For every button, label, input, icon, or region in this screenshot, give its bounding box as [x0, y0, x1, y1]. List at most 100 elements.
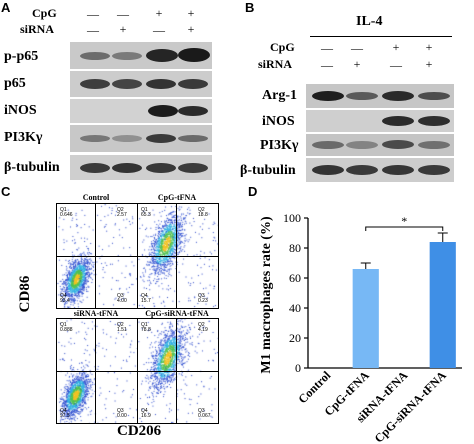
y-tick-label: 40 [289, 301, 301, 315]
facs3-q4: Q4 [141, 408, 148, 414]
b-cpg-lane2: — [351, 41, 363, 55]
facs1-q1-value: 65.3 [141, 212, 151, 218]
facs0-q2: Q2 [117, 207, 124, 213]
a-cpg-lane4: + [187, 6, 195, 20]
facs-title-control: Control [82, 193, 110, 202]
a-blot-tubulin [70, 155, 212, 180]
panel-a-sirna-label: siRNA [20, 22, 55, 36]
facs1-q3: Q3 [198, 293, 205, 299]
a-blot-label-tubulin: β-tubulin [4, 160, 60, 175]
facs2-q2-value: 1.51 [117, 327, 127, 333]
facs2-q4-value: 97.5 [60, 413, 70, 419]
facs3-q2: Q2 [198, 322, 205, 328]
b-cpg-lane1: — [321, 41, 333, 55]
facs-title-cpg: CpG-tFNA [157, 193, 197, 202]
a-blot-inos [70, 99, 212, 123]
bar-1 [352, 269, 379, 368]
b-cpg-lane3: + [392, 40, 400, 54]
facs0-q3: Q3 [117, 293, 124, 299]
a-blot-label-inos: iNOS [4, 103, 37, 118]
y-tick-label: 100 [283, 211, 301, 225]
a-blot-label-pp65: p-p65 [4, 49, 39, 64]
panel-b-title: IL-4 [356, 14, 383, 29]
significance-star: * [401, 214, 407, 228]
facs1-q4: Q4 [141, 293, 148, 299]
y-tick-label: 80 [289, 241, 301, 255]
panel-a-label: A [1, 0, 11, 15]
a-blot-pi3k [70, 125, 212, 152]
panel-b-sirna-label: siRNA [258, 57, 293, 71]
facs1-q1: Q1 [141, 207, 148, 213]
facs2-q2: Q2 [117, 322, 124, 328]
facs-plot-control: Q1 0.646 Q2 2.57 Q4 93.4 Q3 4.00 [56, 203, 138, 309]
facs1-q2-value: 18.8 [198, 212, 208, 218]
a-cpg-lane2: — [117, 7, 129, 21]
facs0-q4: Q4 [60, 293, 67, 299]
b-blot-label-pi3k: PI3Kγ [260, 138, 299, 153]
b-cpg-lane4: + [425, 40, 433, 54]
facs-plot-cpg-sirna: Q1 78.8 Q2 4.19 Q4 16.9 Q3 0.067 [137, 318, 219, 424]
facs3-q1-value: 78.8 [141, 327, 151, 333]
facs2-q4: Q4 [60, 408, 67, 414]
b-blot-pi3k [306, 134, 454, 156]
facs0-q1-value: 0.646 [60, 212, 73, 218]
facs0-q3-value: 4.00 [117, 298, 127, 304]
facs0-q1: Q1 [60, 207, 67, 213]
y-tick-label: 20 [289, 331, 301, 345]
b-sirna-lane4: + [425, 57, 433, 71]
facs-title-cpg-sirna: CpG-siRNA-tFNA [145, 309, 209, 318]
a-blot-p65 [70, 71, 212, 97]
b-sirna-lane1: — [321, 58, 333, 72]
x-tick-label: Control [295, 368, 333, 406]
panel-b-title-line [310, 36, 452, 37]
panel-b-label: B [245, 0, 255, 15]
a-sirna-lane2: + [119, 22, 127, 36]
b-blot-arg1 [306, 84, 454, 108]
a-sirna-lane4: + [187, 22, 195, 36]
facs3-q3-value: 0.067 [198, 413, 211, 419]
facs1-q4-value: 15.7 [141, 298, 151, 304]
bar-3 [429, 242, 456, 368]
y-axis-label: M1 macrophages rate (%) [259, 216, 274, 374]
a-blot-label-pi3k: PI3Kγ [4, 130, 43, 145]
y-tick-label: 0 [295, 361, 301, 375]
b-sirna-lane2: + [353, 57, 361, 71]
panel-b-cpg-label: CpG [270, 40, 295, 54]
panel-a-cpg-label: CpG [32, 6, 57, 20]
a-sirna-lane3: — [153, 23, 165, 37]
y-tick-label: 60 [289, 271, 301, 285]
facs-plot-cpg: Q1 65.3 Q2 18.8 Q4 15.7 Q3 0.23 [137, 203, 219, 309]
a-sirna-lane1: — [87, 23, 99, 37]
a-blot-pp65 [70, 42, 212, 69]
facs0-q2-value: 2.57 [117, 212, 127, 218]
facs3-q3: Q3 [198, 408, 205, 414]
facs-y-axis-label: CD86 [17, 275, 33, 313]
b-blot-inos [306, 110, 454, 132]
facs3-q4-value: 16.9 [141, 413, 151, 419]
facs2-q1: Q1 [60, 322, 67, 328]
b-blot-label-tubulin: β-tubulin [240, 163, 296, 178]
facs0-q4-value: 93.4 [60, 298, 70, 304]
facs2-q3-value: 0.00 [117, 413, 127, 419]
facs1-q3-value: 0.23 [198, 298, 208, 304]
panel-c-label: C [1, 184, 11, 199]
b-blot-label-arg1: Arg-1 [262, 88, 297, 103]
b-blot-label-inos: iNOS [262, 114, 295, 129]
a-cpg-lane1: — [87, 7, 99, 21]
b-sirna-lane3: — [390, 58, 402, 72]
bar-chart: M1 macrophages rate (%) 0 20 40 60 80 100 Con… [259, 211, 462, 444]
significance-bracket [365, 226, 444, 231]
facs-plot-sirna: Q1 0.888 Q2 1.51 Q4 97.5 Q3 0.00 [56, 318, 138, 424]
facs3-q1: Q1 [141, 322, 148, 328]
facs-x-axis-label: CD206 [117, 423, 162, 439]
facs2-q1-value: 0.888 [60, 327, 73, 333]
facs3-q2-value: 4.19 [198, 327, 208, 333]
a-cpg-lane3: + [155, 6, 163, 20]
facs2-q3: Q3 [117, 408, 124, 414]
facs1-q2: Q2 [198, 207, 205, 213]
b-blot-tubulin [306, 158, 454, 182]
x-tick-label: CpG-siRNA-tFNA [372, 368, 450, 444]
a-blot-label-p65: p65 [4, 76, 26, 91]
facs-title-sirna: siRNA-tFNA [73, 309, 119, 318]
panel-d-label: D [248, 184, 258, 199]
